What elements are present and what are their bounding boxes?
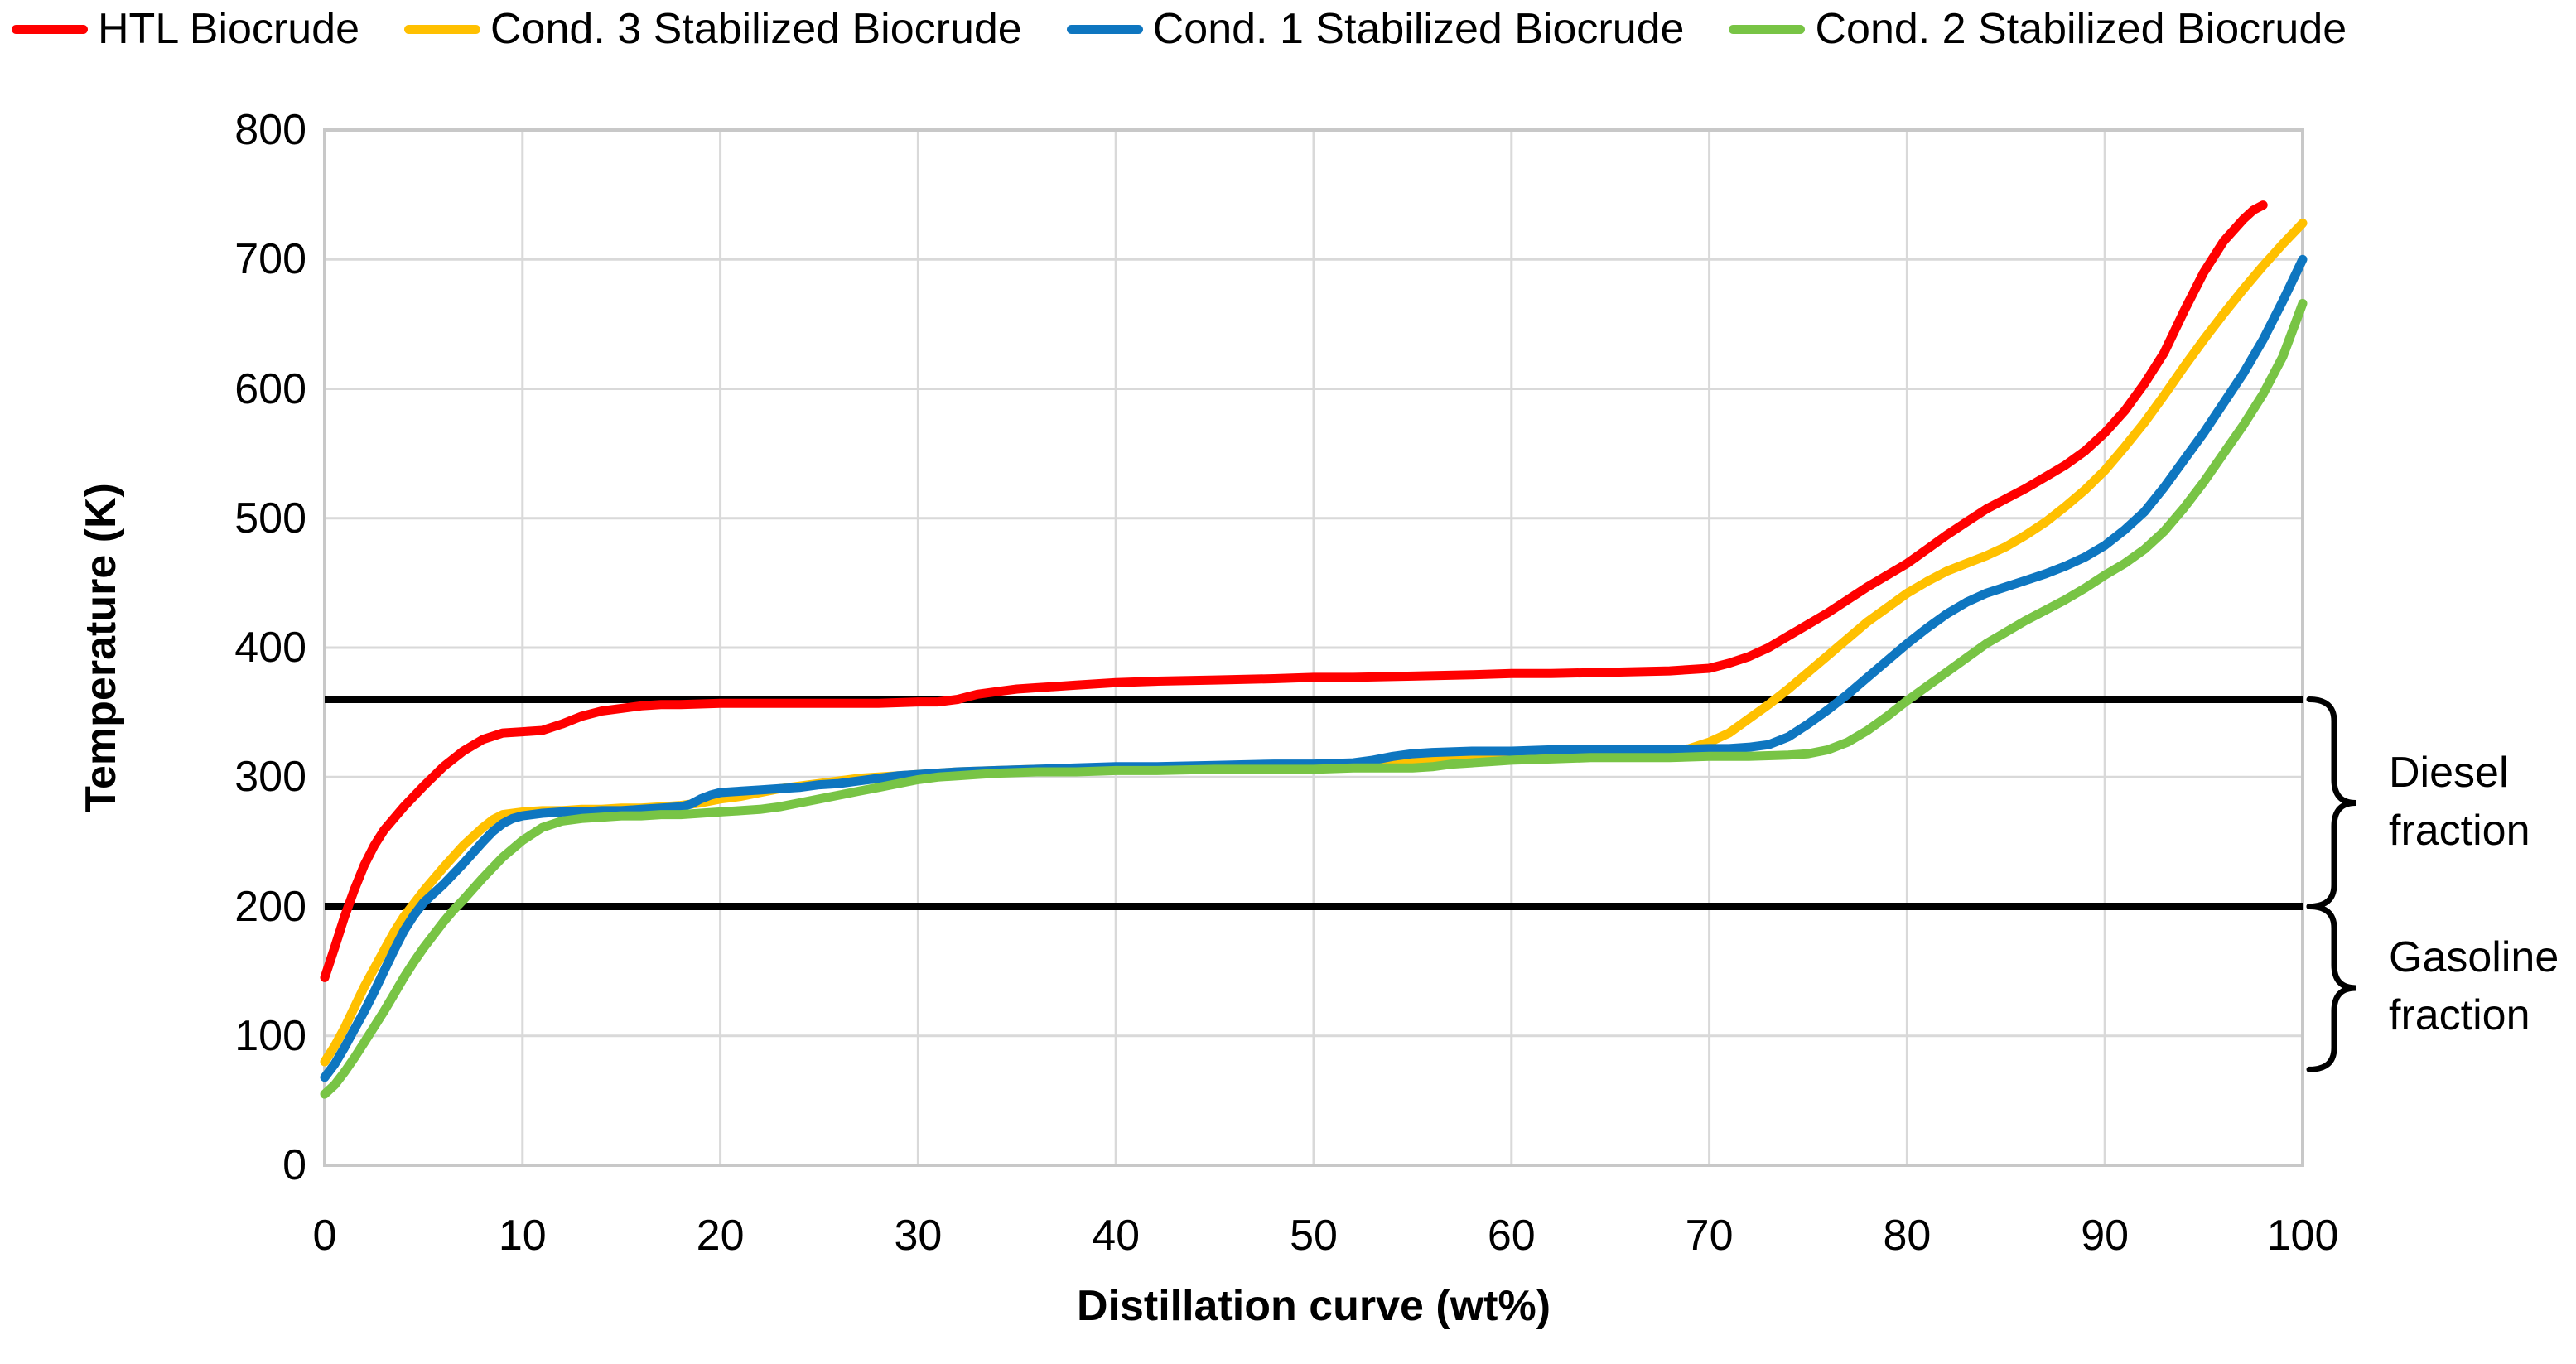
x-tick-label: 80 (1883, 1212, 1932, 1260)
x-tick-label: 70 (1685, 1212, 1734, 1260)
legend-label: Cond. 1 Stabilized Biocrude (1152, 5, 1685, 53)
gasoline-fraction-label: Gasoline fraction (2389, 933, 2559, 1039)
y-tick-label: 800 (234, 106, 306, 154)
x-tick-label: 10 (498, 1212, 547, 1260)
series-line-htl-biocrude (320, 200, 2268, 982)
y-tick-label: 400 (234, 624, 306, 672)
y-tick-label: 0 (282, 1141, 306, 1189)
x-tick-label: 20 (696, 1212, 745, 1260)
legend-item-htl-biocrude: HTL Biocrude (12, 4, 359, 54)
x-tick-label: 0 (312, 1212, 337, 1260)
legend: HTL Biocrude Cond. 3 Stabilized Biocrude… (12, 3, 2347, 55)
diesel-fraction-brace (2306, 696, 2357, 909)
legend-label: Cond. 2 Stabilized Biocrude (1815, 5, 2347, 53)
y-tick-label: 700 (234, 235, 306, 284)
y-tick-label: 200 (234, 882, 306, 931)
gasoline-fraction-brace (2306, 904, 2357, 1072)
x-tick-label: 30 (894, 1212, 943, 1260)
legend-label: Cond. 3 Stabilized Biocrude (490, 5, 1022, 53)
cond3-line-swatch-icon (404, 24, 480, 34)
x-tick-label: 50 (1290, 1212, 1338, 1260)
cond1-line-swatch-icon (1066, 24, 1143, 34)
legend-item-cond2-stabilized: Cond. 2 Stabilized Biocrude (1729, 4, 2347, 54)
legend-item-cond3-stabilized: Cond. 3 Stabilized Biocrude (404, 4, 1022, 54)
series-line-cond-2-stabilized-biocrude (320, 298, 2308, 1099)
legend-item-cond1-stabilized: Cond. 1 Stabilized Biocrude (1066, 4, 1685, 54)
plot-area-border (323, 128, 2304, 1167)
legend-label: HTL Biocrude (98, 5, 359, 53)
htl-biocrude-line-swatch-icon (12, 24, 88, 34)
diesel-fraction-label: Diesel fraction (2389, 748, 2530, 855)
y-tick-label: 300 (234, 753, 306, 802)
x-tick-label: 40 (1092, 1212, 1141, 1260)
x-axis-title: Distillation curve (wt%) (1076, 1282, 1551, 1330)
x-tick-label: 100 (2266, 1212, 2339, 1260)
x-tick-label: 90 (2081, 1212, 2130, 1260)
y-tick-label: 600 (234, 364, 306, 413)
x-tick-label: 60 (1487, 1212, 1536, 1260)
y-axis-title: Temperature (K) (77, 483, 125, 812)
y-tick-label: 500 (234, 494, 306, 542)
y-tick-label: 100 (234, 1011, 306, 1060)
cond2-line-swatch-icon (1729, 24, 1806, 34)
